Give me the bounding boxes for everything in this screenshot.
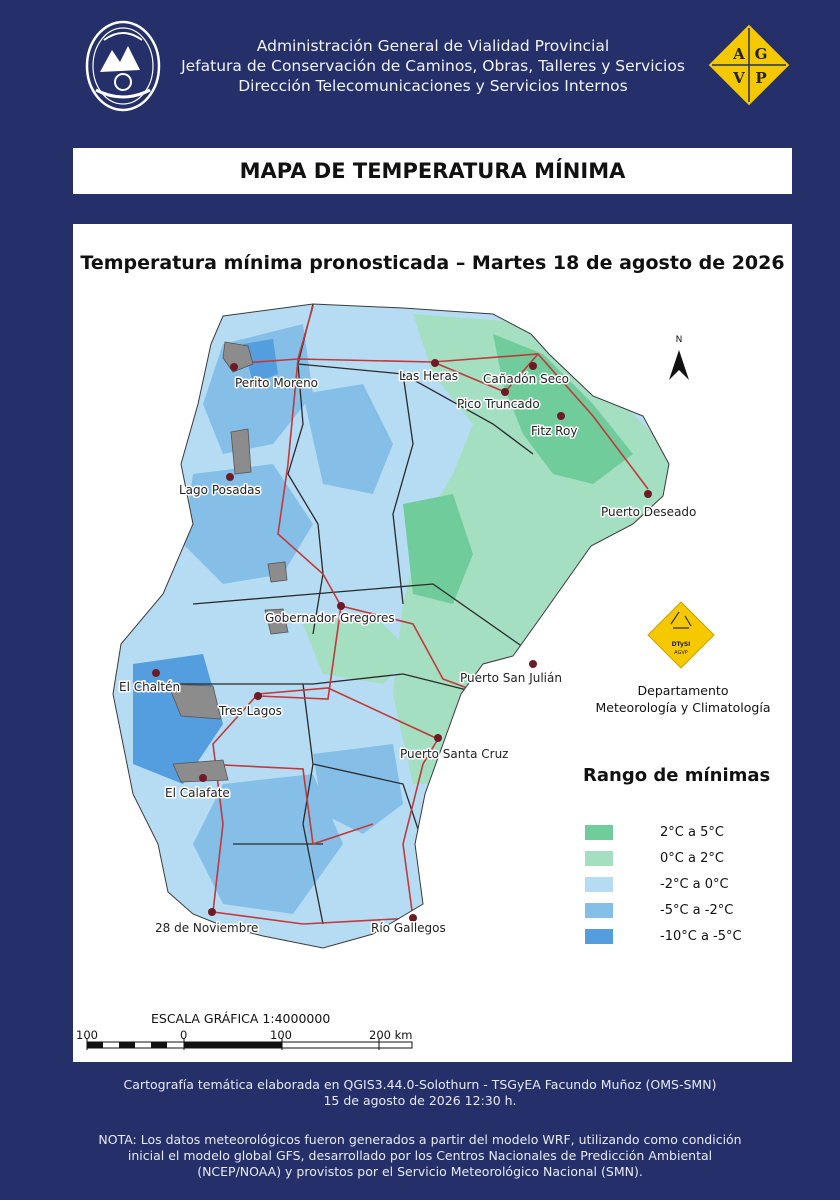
- city-marker-fitz-roy: [557, 412, 565, 420]
- institution-header: Administración General de Vialidad Provi…: [170, 36, 696, 96]
- region-minus5-to-minus2-west: [183, 464, 313, 584]
- city-marker-puerto-deseado: [644, 490, 652, 498]
- city-marker-puerto-santa-cruz: [434, 734, 442, 742]
- city-marker-perito-moreno: [230, 363, 238, 371]
- legend-label: 0°C a 2°C: [660, 850, 724, 866]
- lake-argentino: [172, 759, 229, 783]
- city-marker-28-de-noviembre: [208, 908, 216, 916]
- note-line-3: (NCEP/NOAA) y provistos por el Servicio …: [197, 1164, 643, 1179]
- legend-item: 2°C a 5°C: [585, 822, 724, 842]
- note-line-1: NOTA: Los datos meteorológicos fueron ge…: [98, 1132, 742, 1147]
- legend-label: -10°C a -5°C: [660, 928, 742, 944]
- city-label-lago-posadas: Lago Posadas: [179, 483, 261, 497]
- city-label-las-heras: Las Heras: [399, 369, 458, 383]
- legend-title: Rango de mínimas: [583, 765, 771, 786]
- city-label-el-calafate: El Calafate: [165, 786, 230, 800]
- scale-bar: [86, 1038, 413, 1050]
- header-line-2: Jefatura de Conservación de Caminos, Obr…: [181, 57, 685, 75]
- city-marker-lago-posadas: [226, 473, 234, 481]
- city-label-canadon-seco: Cañadón Seco: [483, 372, 569, 386]
- department-line-2: Meteorología y Climatología: [595, 700, 771, 715]
- dtysi-logo-text: DTySI: [672, 641, 691, 648]
- region-0-to-2-south: [303, 614, 413, 684]
- department-caption: Departamento Meteorología y Climatología: [583, 682, 783, 716]
- map-panel: Temperatura mínima pronosticada – Martes…: [73, 224, 792, 1062]
- lake-cardiel: [264, 608, 289, 635]
- legend-swatch: [585, 876, 613, 892]
- lake-viedma: [167, 683, 222, 720]
- provincial-seal-logo: [85, 20, 161, 112]
- city-layer: Perito Moreno Las Heras Cañadón Seco Pic…: [118, 359, 698, 937]
- city-label-puerto-san-julian: Puerto San Julián: [460, 671, 562, 685]
- legend-item: -5°C a -2°C: [585, 900, 733, 920]
- city-marker-puerto-san-julian: [529, 660, 537, 668]
- region-2-to-5-north: [493, 334, 633, 484]
- north-label: N: [676, 335, 683, 345]
- scale-title: ESCALA GRÁFICA 1:4000000: [151, 1011, 331, 1026]
- legend-swatch: [585, 824, 613, 840]
- legend-item: -2°C a 0°C: [585, 874, 729, 894]
- legend-item: 0°C a 2°C: [585, 848, 724, 868]
- city-marker-pico-truncado: [501, 388, 509, 396]
- city-label-perito-moreno: Perito Moreno: [235, 376, 318, 390]
- lake-buenos-aires: [222, 341, 254, 373]
- agvp-letter-a: A: [732, 45, 745, 63]
- city-marker-tres-lagos: [254, 692, 262, 700]
- region-minus5-to-minus2-se: [313, 744, 403, 834]
- agvp-letter-p: P: [755, 69, 766, 87]
- legend-swatch: [585, 928, 613, 944]
- north-arrow-icon: N: [669, 335, 689, 380]
- agvp-letter-g: G: [755, 45, 768, 63]
- header-line-1: Administración General de Vialidad Provi…: [256, 37, 610, 55]
- note-line-2: inicial el modelo global GFS, desarrolla…: [127, 1148, 713, 1163]
- lake-strobel: [267, 561, 288, 583]
- header-line-3: Dirección Telecomunicaciones y Servicios…: [238, 77, 628, 95]
- credit-footer: Cartografía temática elaborada en QGIS3.…: [0, 1077, 840, 1109]
- scale-tick: 100: [76, 1028, 98, 1042]
- city-marker-canadon-seco: [529, 362, 537, 370]
- legend-item: -10°C a -5°C: [585, 926, 742, 946]
- note-footer: NOTA: Los datos meteorológicos fueron ge…: [0, 1132, 840, 1180]
- city-marker-rio-gallegos: [409, 914, 417, 922]
- dtysi-logo-subtext: AGVP: [674, 650, 688, 656]
- credit-date: 15 de agosto de 2026 12:30 h.: [323, 1093, 517, 1108]
- legend-swatch: [585, 902, 613, 918]
- scale-tick: 100: [270, 1028, 292, 1042]
- legend-label: -2°C a 0°C: [660, 876, 729, 892]
- city-marker-las-heras: [431, 359, 439, 367]
- city-label-puerto-deseado: Puerto Deseado: [601, 505, 696, 519]
- city-label-28-de-noviembre: 28 de Noviembre: [155, 921, 258, 935]
- legend-swatch: [585, 850, 613, 866]
- city-marker-el-chalten: [152, 669, 160, 677]
- city-label-rio-gallegos: Río Gallegos: [371, 921, 446, 935]
- region-2-to-5-central: [403, 494, 473, 604]
- agvp-logo: A G V P: [707, 23, 791, 107]
- city-marker-gobernador-gregores: [337, 602, 345, 610]
- city-label-pico-truncado: Pico Truncado: [457, 397, 540, 411]
- city-label-fitz-roy: Fitz Roy: [531, 424, 577, 438]
- city-label-gobernador-gregores: Gobernador Gregores: [265, 611, 395, 625]
- dtysi-logo: DTySI AGVP: [647, 601, 715, 669]
- credit-line: Cartografía temática elaborada en QGIS3.…: [123, 1077, 717, 1092]
- legend-label: -5°C a -2°C: [660, 902, 734, 918]
- lake-pueyrredon: [230, 428, 252, 475]
- city-marker-el-calafate: [199, 774, 207, 782]
- scale-tick: 200 km: [369, 1028, 413, 1042]
- legend-label: 2°C a 5°C: [660, 824, 724, 840]
- page-title: MAPA DE TEMPERATURA MÍNIMA: [73, 148, 792, 194]
- province-outline: [112, 303, 670, 949]
- city-label-tres-lagos: Tres Lagos: [218, 704, 282, 718]
- map-subtitle: Temperatura mínima pronosticada – Martes…: [80, 252, 785, 274]
- city-label-puerto-santa-cruz: Puerto Santa Cruz: [400, 747, 508, 761]
- scale-tick: 0: [180, 1028, 188, 1042]
- city-label-el-chalten: El Chaltén: [119, 680, 180, 694]
- santa-cruz-map: N Perito Moreno Las Heras Cañadón Seco P…: [86, 303, 715, 1050]
- agvp-letter-v: V: [732, 69, 745, 87]
- region-minus5-to-minus2-center: [303, 384, 393, 494]
- department-line-1: Departamento: [637, 683, 729, 698]
